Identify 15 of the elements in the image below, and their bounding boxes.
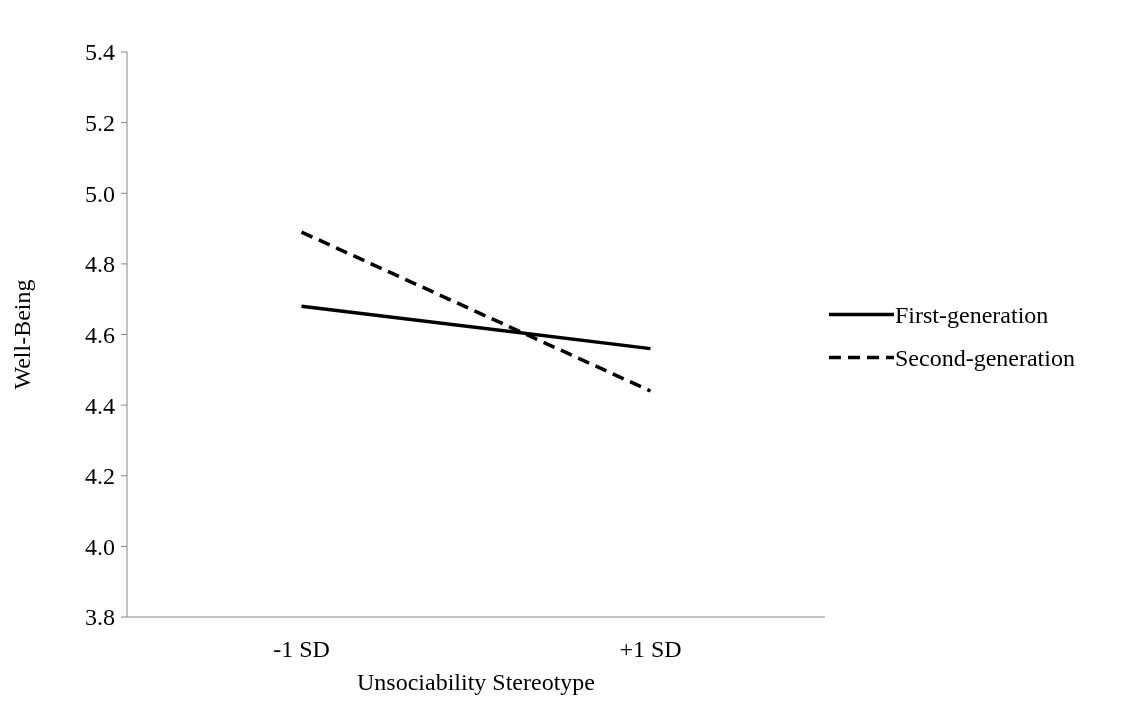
y-tick-label: 3.8: [85, 604, 115, 631]
y-tick-label: 5.2: [85, 110, 115, 137]
y-tick-label: 4.0: [85, 533, 115, 560]
y-tick-label: 5.4: [85, 39, 115, 66]
legend-label: Second-generation: [895, 344, 1075, 371]
x-tick-label: -1 SD: [273, 636, 330, 662]
y-tick-label: 4.4: [85, 392, 115, 419]
y-tick-label: 4.2: [85, 463, 115, 490]
legend-label: First-generation: [895, 301, 1049, 328]
y-tick-label: 4.6: [85, 321, 115, 348]
y-tick-label: 5.0: [85, 180, 115, 207]
y-axis-title: Well-Being: [9, 279, 35, 390]
y-tick-label: 4.8: [85, 251, 115, 278]
x-axis-title: Unsociability Stereotype: [357, 669, 595, 695]
x-tick-label: +1 SD: [619, 636, 682, 662]
